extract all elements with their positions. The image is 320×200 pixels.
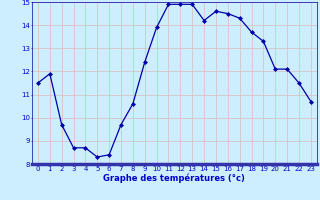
X-axis label: Graphe des températures (°c): Graphe des températures (°c) — [103, 173, 245, 183]
